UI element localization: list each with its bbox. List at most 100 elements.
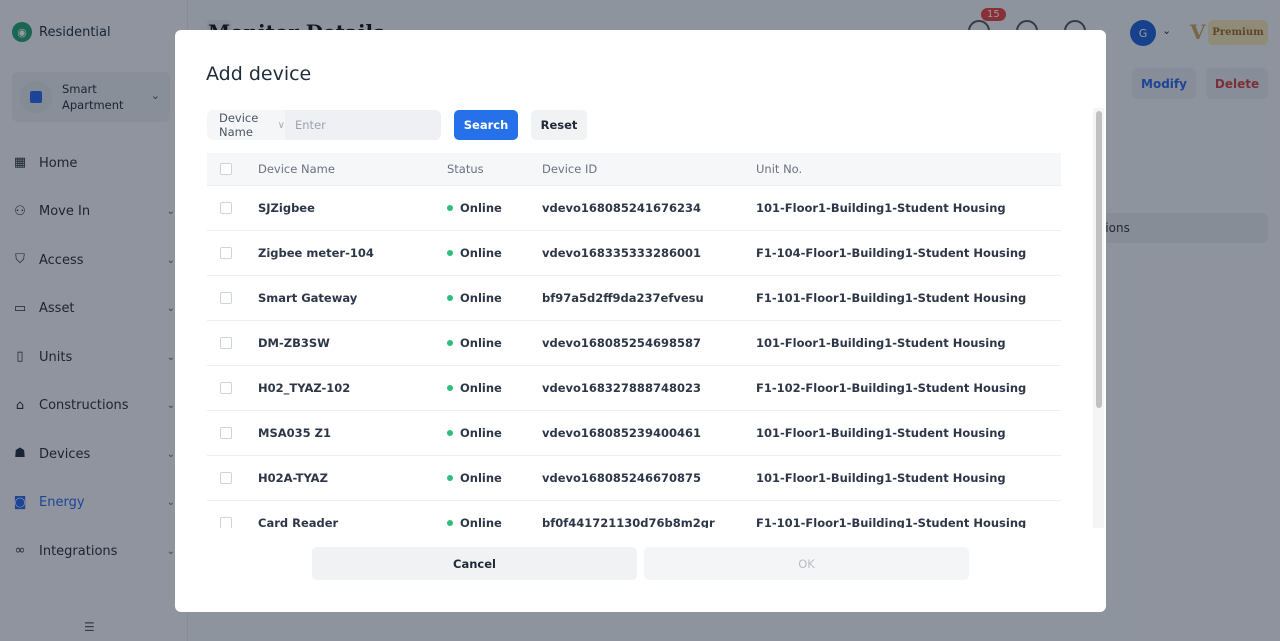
table-row[interactable]: Card Reader Online bf0f441721130d76b8m2g… bbox=[207, 499, 1061, 528]
brand-logo-icon: ◉ bbox=[12, 22, 32, 42]
shield-icon: ⛉ bbox=[15, 252, 25, 267]
wallet-icon: ▭ bbox=[13, 300, 27, 316]
collapse-menu-icon[interactable]: ☰ bbox=[84, 620, 95, 634]
device-id: vdevo168335333286001 bbox=[542, 229, 756, 275]
sidebar-item-label: Move In bbox=[39, 204, 91, 219]
reset-button[interactable]: Reset bbox=[531, 110, 587, 140]
status-dot-icon bbox=[447, 205, 453, 211]
device-id: vdevo168327888748023 bbox=[542, 364, 756, 410]
table-row[interactable]: H02_TYAZ-102 Online vdevo168327888748023… bbox=[207, 364, 1061, 410]
sidebar-item-label: Devices bbox=[39, 446, 91, 462]
delete-button[interactable]: Delete bbox=[1206, 68, 1268, 99]
device-name: Smart Gateway bbox=[258, 274, 447, 320]
sidebar: ◉ Residential Smart Apartment ⌄ ▦ Home ⚇ Move… bbox=[0, 0, 188, 641]
column-header: Device Name bbox=[258, 153, 447, 185]
table-row[interactable]: SJZigbee Online vdevo168085241676234 101… bbox=[207, 184, 1061, 230]
status-dot-icon bbox=[447, 520, 453, 527]
brand-name: Residential bbox=[39, 24, 111, 40]
sidebar-item-home[interactable]: ▦ Home bbox=[12, 151, 177, 175]
unit-no: 101-Floor1-Building1-Student Housing bbox=[756, 319, 1061, 365]
table-header: Device Name Status Device ID Unit No. bbox=[207, 153, 1061, 185]
sidebar-item-constructions[interactable]: ⌂ Constructions ⌄ bbox=[12, 394, 177, 418]
modify-button[interactable]: Modify bbox=[1132, 68, 1196, 99]
cancel-button[interactable]: Cancel bbox=[312, 547, 637, 580]
project-selector[interactable]: Smart Apartment ⌄ bbox=[12, 72, 170, 122]
row-checkbox[interactable] bbox=[220, 292, 232, 304]
status-cell: Online bbox=[447, 454, 542, 500]
sidebar-item-label: Constructions bbox=[39, 398, 129, 413]
table-scrollbar[interactable] bbox=[1093, 108, 1104, 528]
status-cell: Online bbox=[447, 499, 542, 528]
sidebar-item-devices[interactable]: ☗ Devices ⌄ bbox=[12, 442, 177, 466]
row-checkbox[interactable] bbox=[220, 517, 232, 528]
sidebar-item-label: Integrations bbox=[39, 543, 118, 559]
sidebar-item-label: Home bbox=[39, 155, 78, 171]
device-name: H02_TYAZ-102 bbox=[258, 364, 447, 410]
device-id: vdevo168085246670875 bbox=[542, 454, 756, 500]
chevron-down-icon: ⌄ bbox=[166, 448, 175, 460]
brand: ◉ Residential bbox=[12, 22, 111, 42]
search-button[interactable]: Search bbox=[454, 110, 518, 140]
sidebar-item-label: Access bbox=[39, 252, 84, 268]
chevron-down-icon: ⌄ bbox=[166, 254, 175, 266]
vip-logo-icon: V bbox=[1190, 20, 1206, 44]
chevron-down-icon: ⌄ bbox=[166, 303, 175, 314]
row-checkbox[interactable] bbox=[220, 472, 232, 484]
row-checkbox[interactable] bbox=[220, 337, 232, 349]
table-row[interactable]: Smart Gateway Online bf97a5d2ff9da237efv… bbox=[207, 274, 1061, 320]
device-name: H02A-TYAZ bbox=[258, 454, 447, 500]
scrollbar-thumb[interactable] bbox=[1096, 111, 1102, 408]
row-checkbox[interactable] bbox=[220, 427, 232, 439]
chevron-down-icon: ⌄ bbox=[166, 400, 175, 411]
device-id: bf97a5d2ff9da237efvesu bbox=[542, 274, 756, 320]
device-name: MSA035 Z1 bbox=[258, 409, 447, 455]
table-row[interactable]: DM-ZB3SW Online vdevo168085254698587 101… bbox=[207, 319, 1061, 365]
status-dot-icon bbox=[447, 430, 453, 436]
table-row[interactable]: MSA035 Z1 Online vdevo168085239400461 10… bbox=[207, 409, 1061, 455]
status-text: Online bbox=[460, 425, 502, 440]
sidebar-item-integrations[interactable]: ∞ Integrations ⌄ bbox=[12, 539, 177, 563]
row-checkbox[interactable] bbox=[220, 247, 232, 259]
status-text: Online bbox=[460, 380, 502, 395]
device-name: Card Reader bbox=[258, 499, 447, 528]
status-text: Online bbox=[460, 470, 502, 485]
device-name-input[interactable] bbox=[285, 110, 441, 140]
house-icon: ⌂ bbox=[15, 397, 25, 413]
status-cell: Online bbox=[447, 229, 542, 275]
sidebar-item-energy[interactable]: ◙ Energy ⌄ bbox=[12, 491, 177, 515]
sidebar-item-label: Asset bbox=[39, 301, 75, 316]
avatar[interactable]: G bbox=[1130, 20, 1156, 46]
device-id: vdevo168085241676234 bbox=[542, 184, 756, 230]
column-header: Device ID bbox=[542, 153, 756, 185]
sidebar-item-asset[interactable]: ▭ Asset ⌄ bbox=[12, 297, 177, 321]
column-header: Status bbox=[447, 153, 542, 185]
filter-field-select[interactable]: Device Name ∨ bbox=[207, 110, 285, 140]
select-all-checkbox[interactable] bbox=[220, 163, 232, 176]
table-row[interactable]: H02A-TYAZ Online vdevo168085246670875 10… bbox=[207, 454, 1061, 500]
ok-button[interactable]: OK bbox=[644, 547, 969, 580]
status-dot-icon bbox=[447, 475, 453, 481]
sidebar-item-move-in[interactable]: ⚇ Move In ⌄ bbox=[12, 200, 177, 224]
status-cell: Online bbox=[447, 319, 542, 365]
row-checkbox[interactable] bbox=[220, 202, 232, 214]
status-cell: Online bbox=[447, 184, 542, 230]
chevron-down-icon[interactable]: ⌄ bbox=[1162, 24, 1172, 37]
meter-icon: ◙ bbox=[13, 494, 27, 510]
sidebar-item-units[interactable]: ▯ Units ⌄ bbox=[12, 345, 177, 369]
chevron-down-icon: ⌄ bbox=[166, 545, 175, 557]
status-dot-icon bbox=[447, 295, 453, 301]
project-name-line1: Smart bbox=[62, 82, 97, 96]
row-checkbox[interactable] bbox=[220, 382, 232, 394]
unit-no: F1-104-Floor1-Building1-Student Housing bbox=[756, 229, 1061, 275]
router-icon: ☗ bbox=[14, 446, 26, 461]
column-header: Unit No. bbox=[756, 153, 1061, 185]
chevron-down-icon: ⌄ bbox=[166, 497, 175, 508]
link-icon: ∞ bbox=[14, 543, 26, 558]
premium-badge[interactable]: Premium bbox=[1208, 20, 1268, 45]
sidebar-item-access[interactable]: ⛉ Access ⌄ bbox=[12, 248, 177, 272]
project-name-line2: Apartment bbox=[62, 98, 124, 112]
table-row[interactable]: Zigbee meter-104 Online vdevo16833533328… bbox=[207, 229, 1061, 275]
status-dot-icon bbox=[447, 340, 453, 346]
device-id: vdevo168085239400461 bbox=[542, 409, 756, 455]
status-text: Online bbox=[460, 290, 502, 305]
